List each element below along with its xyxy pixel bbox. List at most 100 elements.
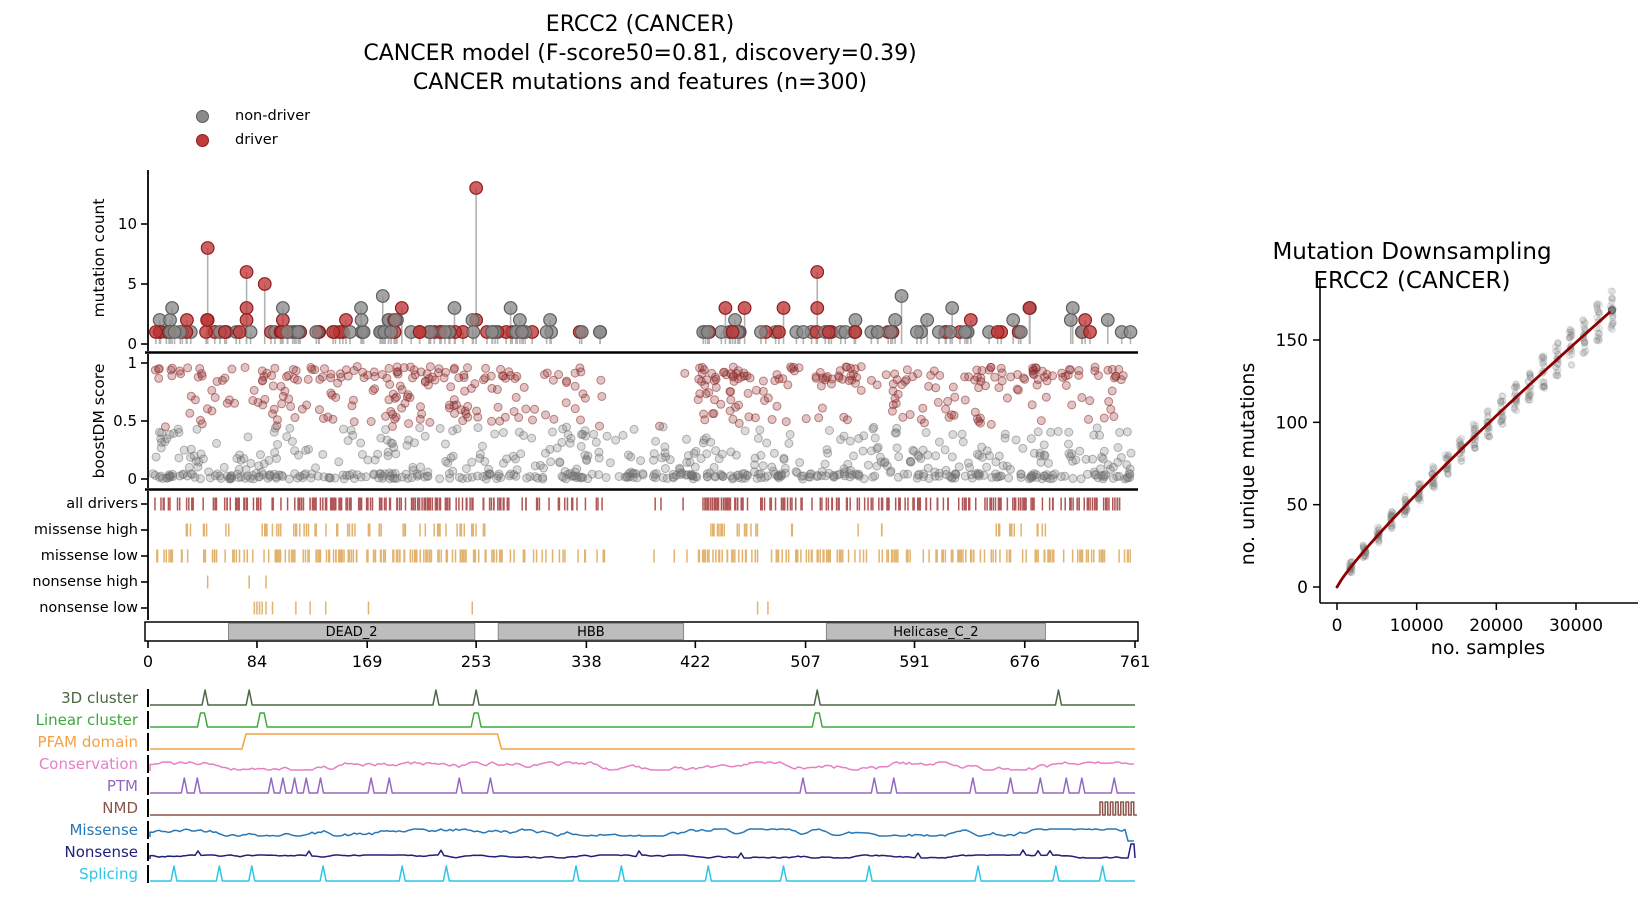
- xaxis-tick-label: 422: [680, 652, 711, 671]
- ds-point: [1470, 426, 1478, 434]
- feature-label-nmd: NMD: [102, 799, 138, 817]
- boostdm-nondriver-point: [626, 452, 636, 462]
- boostdm-driver-point: [783, 380, 793, 390]
- boostdm-nondriver-point: [1039, 440, 1049, 450]
- needle-dot: [343, 325, 357, 339]
- ds-point: [1580, 318, 1588, 326]
- boostdm-driver-point: [267, 371, 277, 381]
- ds-point: [1595, 301, 1603, 309]
- boostdm-nondriver-point: [435, 474, 445, 484]
- ds-point: [1444, 450, 1452, 458]
- boostdm-nondriver-point: [446, 453, 456, 463]
- boostdm-nondriver-point: [151, 452, 161, 462]
- ds-point: [1484, 424, 1492, 432]
- ds-point: [1552, 347, 1560, 355]
- boostdm-driver-point: [430, 375, 440, 385]
- boostdm-driver-point: [501, 373, 511, 383]
- ds-point: [1538, 378, 1546, 386]
- needle-dot: [239, 265, 254, 279]
- boostdm-nondriver-point: [174, 453, 184, 463]
- boostdm-driver-point: [844, 376, 854, 386]
- boostdm-nondriver-point: [318, 449, 328, 459]
- boostdm-nondriver-point: [618, 430, 628, 440]
- needle-dot: [465, 313, 480, 327]
- ds-point: [1524, 394, 1532, 402]
- domain-block: [825, 623, 1046, 640]
- boostdm-driver-point: [554, 370, 564, 380]
- ds-point: [1513, 407, 1521, 415]
- boostdm-nondriver-point: [870, 433, 880, 443]
- ds-point: [1484, 431, 1492, 439]
- boostdm-nondriver-point: [1018, 443, 1028, 453]
- ds-point: [1580, 350, 1588, 358]
- boostdm-driver-point: [326, 369, 336, 379]
- boostdm-nondriver-point: [964, 463, 974, 473]
- boostdm-nondriver-point: [519, 430, 529, 440]
- ds-point: [1538, 353, 1546, 361]
- needle-dot: [754, 325, 768, 339]
- boostdm-nondriver-point: [1004, 473, 1014, 483]
- ds-point: [1581, 348, 1589, 356]
- boostdm-driver-point: [977, 365, 987, 375]
- ds-point: [1401, 511, 1409, 519]
- needle-ytick-label: 5: [127, 275, 137, 293]
- ds-xtick-label: 0: [1332, 616, 1343, 636]
- needle-dot: [910, 325, 924, 339]
- boostdm-nondriver-point: [1122, 427, 1132, 437]
- boostdm-nondriver-point: [649, 469, 659, 479]
- boostdm-driver-point: [472, 406, 482, 416]
- ds-point: [1444, 453, 1452, 461]
- ds-point: [1609, 318, 1617, 326]
- boostdm-nondriver-point: [509, 470, 519, 480]
- boostdm-nondriver-point: [572, 464, 582, 474]
- needle-dot: [1022, 301, 1037, 315]
- boostdm-nondriver-point: [525, 472, 535, 482]
- boostdm-nondriver-point: [397, 472, 407, 482]
- ds-point: [1456, 437, 1464, 445]
- boostdm-nondriver-point: [923, 463, 933, 473]
- boostdm-nondriver-point: [795, 458, 805, 468]
- ds-point: [1444, 465, 1452, 473]
- boostdm-nondriver-point: [188, 469, 198, 479]
- legend-item-nondriver: non-driver: [196, 104, 310, 128]
- figure-title-line2: CANCER model (F-score50=0.81, discovery=…: [363, 41, 917, 66]
- legend-label-driver: driver: [235, 132, 278, 148]
- boostdm-driver-point: [708, 409, 718, 419]
- ds-point: [1593, 306, 1601, 314]
- boostdm-nondriver-point: [1065, 451, 1075, 461]
- ds-point: [1525, 390, 1533, 398]
- boostdm-nondriver-point: [868, 472, 878, 482]
- ds-point: [1554, 339, 1562, 347]
- ds-point: [1540, 383, 1548, 391]
- ds-point: [1554, 371, 1562, 379]
- boostdm-nondriver-point: [480, 456, 490, 466]
- boostdm-nondriver-point: [930, 467, 940, 477]
- boostdm-nondriver-point: [448, 466, 458, 476]
- track-label-missense-high: missense high: [33, 522, 138, 538]
- boostdm-nondriver-point: [784, 438, 794, 448]
- boostdm-driver-point: [701, 389, 711, 399]
- boostdm-driver-point: [745, 373, 755, 383]
- boostdm-driver-point: [195, 415, 205, 425]
- ds-point: [1498, 421, 1506, 429]
- boostdm-nondriver-point: [931, 451, 941, 461]
- track-label-nonsense-low: nonsense low: [39, 600, 138, 616]
- ds-point: [1471, 444, 1479, 452]
- boostdm-driver-point: [425, 417, 435, 427]
- boostdm-driver-point: [272, 415, 282, 425]
- ds-point: [1348, 568, 1356, 576]
- ds-point: [1428, 469, 1436, 477]
- boostdm-driver-point: [511, 392, 521, 402]
- boostdm-driver-point: [1013, 385, 1023, 395]
- boostdm-nondriver-point: [711, 446, 721, 456]
- boostdm-driver-point: [893, 389, 903, 399]
- ds-point: [1416, 492, 1424, 500]
- ds-point: [1595, 334, 1603, 342]
- boostdm-driver-point: [570, 404, 580, 414]
- ds-point: [1417, 479, 1425, 487]
- boostdm-driver-point: [521, 404, 531, 414]
- ds-ytick-label: 50: [1286, 496, 1308, 516]
- boostdm-driver-point: [333, 378, 343, 388]
- boostdm-driver-point: [1107, 386, 1117, 396]
- boostdm-driver-point: [594, 421, 604, 431]
